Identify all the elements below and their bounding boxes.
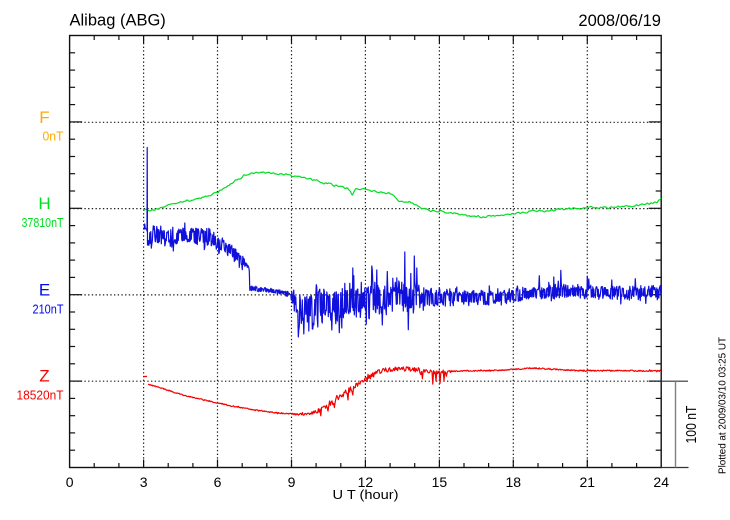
svg-text:Plotted at 2009/03/10 03:25 UT: Plotted at 2009/03/10 03:25 UT (717, 336, 729, 474)
svg-text:210nT: 210nT (33, 302, 64, 316)
svg-text:6: 6 (214, 474, 222, 490)
svg-text:Z: Z (39, 367, 49, 386)
svg-text:0: 0 (66, 474, 74, 490)
svg-text:H: H (38, 194, 50, 213)
svg-text:21: 21 (580, 474, 596, 490)
svg-text:2008/06/19: 2008/06/19 (578, 12, 661, 30)
svg-text:Alibag (ABG): Alibag (ABG) (70, 12, 166, 30)
svg-text:F: F (39, 108, 49, 127)
svg-text:9: 9 (288, 474, 296, 490)
svg-text:0nT: 0nT (43, 130, 64, 144)
svg-text:100 nT: 100 nT (683, 406, 700, 444)
svg-text:18520nT: 18520nT (17, 389, 64, 403)
svg-text:U T (hour): U T (hour) (333, 487, 399, 502)
svg-text:37810nT: 37810nT (22, 216, 64, 230)
svg-text:15: 15 (432, 474, 448, 490)
svg-text:E: E (39, 280, 50, 299)
svg-text:3: 3 (140, 474, 148, 490)
svg-text:24: 24 (653, 474, 669, 490)
svg-text:18: 18 (506, 474, 522, 490)
svg-text:12: 12 (358, 474, 374, 490)
